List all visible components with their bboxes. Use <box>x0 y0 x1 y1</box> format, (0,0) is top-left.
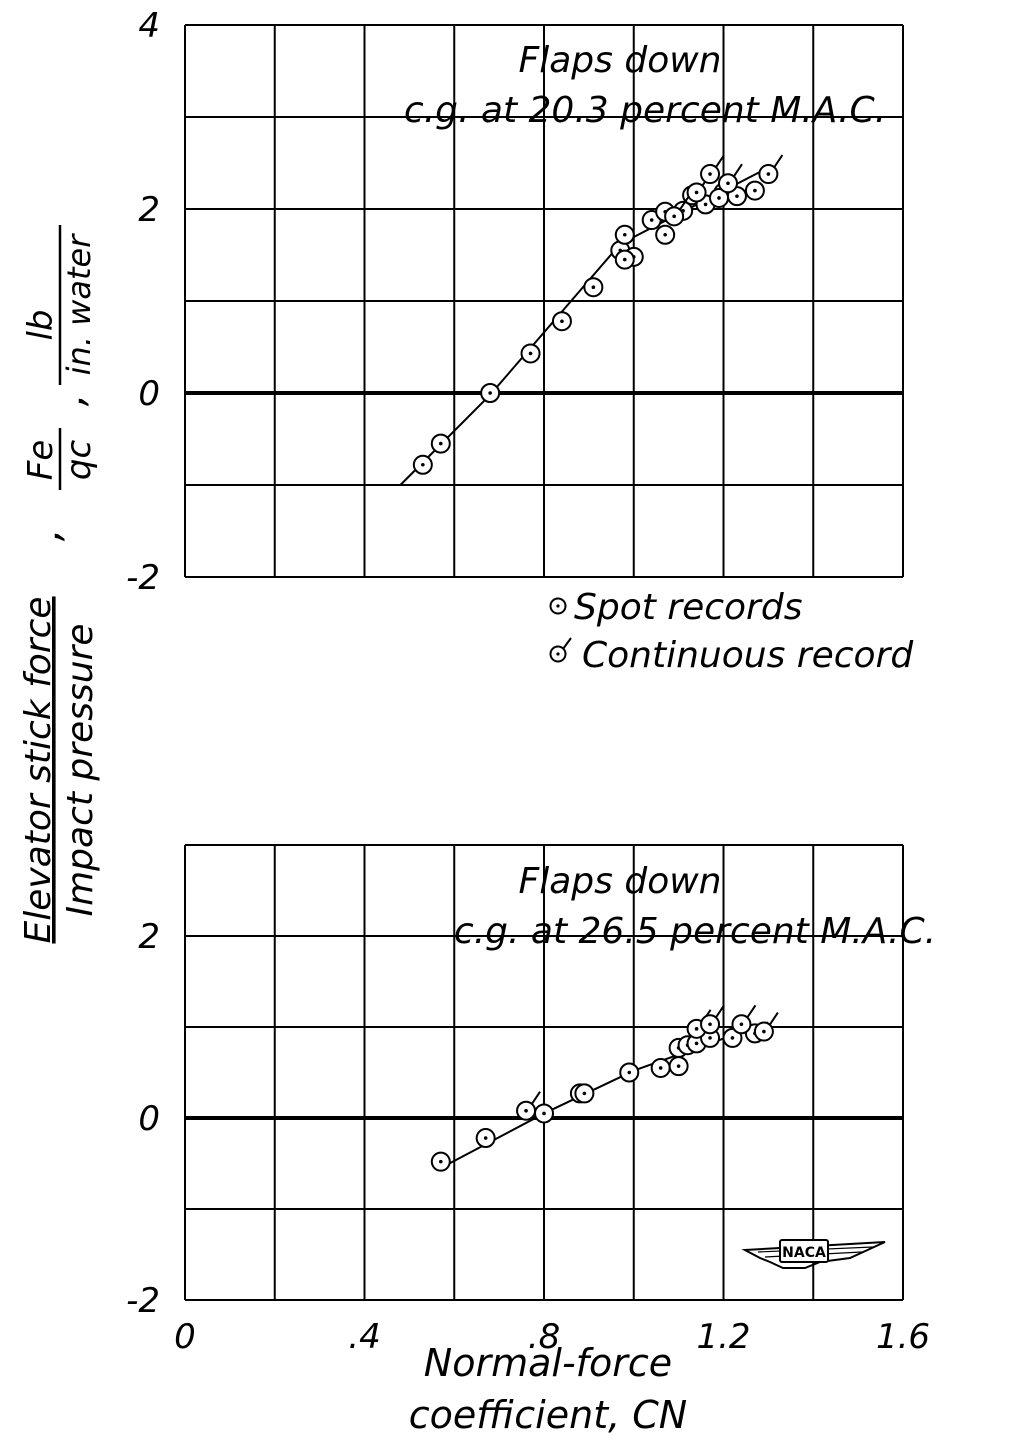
spot-record-point <box>480 383 501 403</box>
spot-record-point <box>619 1062 640 1083</box>
spot-record-point <box>614 249 635 270</box>
y-label-numerator: Elevator stick force <box>18 596 59 943</box>
spot-record-point <box>430 433 451 454</box>
x-tick-label: 1.2 <box>696 1317 750 1357</box>
spot-record-point <box>520 343 541 364</box>
y-label-symbol-den: qc <box>59 440 99 481</box>
spot-record-point <box>668 1056 689 1077</box>
lower-chart: 2 0 -2 0 .4 .8 1.2 1.6 Flaps down c.g. at 26.5… <box>126 844 936 1357</box>
legend-spot-marker <box>549 597 567 615</box>
lower-annotation-line1: Flaps down <box>519 861 722 902</box>
y-axis-label: Elevator stick force Impact pressure , F… <box>18 225 101 944</box>
spot-record-point <box>551 311 572 332</box>
spot-record-point <box>583 277 604 298</box>
continuous-record-point <box>700 154 725 185</box>
legend-spot-label: Spot records <box>574 587 802 628</box>
spot-record-point <box>475 1128 496 1149</box>
continuous-record-point <box>731 1004 757 1035</box>
y-tick-label: 2 <box>138 917 160 957</box>
x-label-line2: coefficient, CN <box>409 1393 687 1437</box>
naca-logo: NACA <box>741 1239 886 1269</box>
spot-record-point <box>722 1027 743 1048</box>
y-tick-label: -2 <box>126 1281 160 1321</box>
spot-record-point <box>614 224 635 245</box>
y-tick-label: 2 <box>138 190 160 230</box>
spot-record-point <box>574 1083 595 1104</box>
continuous-record-point <box>516 1091 541 1121</box>
upper-annotation-line2: c.g. at 20.3 percent M.A.C. <box>404 90 886 131</box>
x-tick-label: 0 <box>174 1317 196 1357</box>
legend-continuous-label: Continuous record <box>582 635 914 676</box>
x-tick-label: .4 <box>348 1317 380 1357</box>
upper-annotation-line1: Flaps down <box>519 40 722 81</box>
y-tick-label: 4 <box>138 6 160 46</box>
naca-logo-text: NACA <box>782 1245 826 1261</box>
spot-record-point <box>650 1057 671 1078</box>
y-label-separator-1: , <box>24 529 70 542</box>
continuous-record-point <box>758 154 784 185</box>
spot-record-point <box>744 180 765 201</box>
fair-curve <box>399 166 769 486</box>
upper-chart: 4 2 0 -2 Flaps down c.g. at 20.3 percent M.… <box>126 6 904 598</box>
legend-continuous-marker <box>549 637 572 663</box>
continuous-record-point <box>753 1011 779 1042</box>
y-label-units-den: in. water <box>60 233 98 376</box>
lower-annotation-line2: c.g. at 26.5 percent M.A.C. <box>454 911 936 952</box>
y-label-symbol-num: Fe <box>21 440 61 480</box>
x-label-line1: Normal-force <box>424 1341 672 1385</box>
y-label-separator-2: , <box>48 394 94 407</box>
y-tick-label: 0 <box>138 1099 160 1139</box>
x-tick-label: .8 <box>528 1317 560 1357</box>
continuous-record-point <box>700 1004 725 1035</box>
y-tick-label: 0 <box>138 374 160 414</box>
spot-record-point <box>412 454 433 475</box>
y-label-units-num: lb <box>21 309 61 340</box>
continuous-record-point <box>709 178 734 208</box>
legend: Spot records Continuous record <box>549 587 914 676</box>
x-tick-label: 1.6 <box>876 1317 930 1357</box>
spot-record-point <box>655 224 676 245</box>
y-tick-label: -2 <box>126 558 160 598</box>
continuous-record-point <box>717 163 743 194</box>
spot-record-point <box>430 1151 451 1172</box>
y-label-denominator: Impact pressure <box>60 623 101 916</box>
spot-record-point <box>534 1103 554 1124</box>
continuous-record-point <box>664 196 689 227</box>
